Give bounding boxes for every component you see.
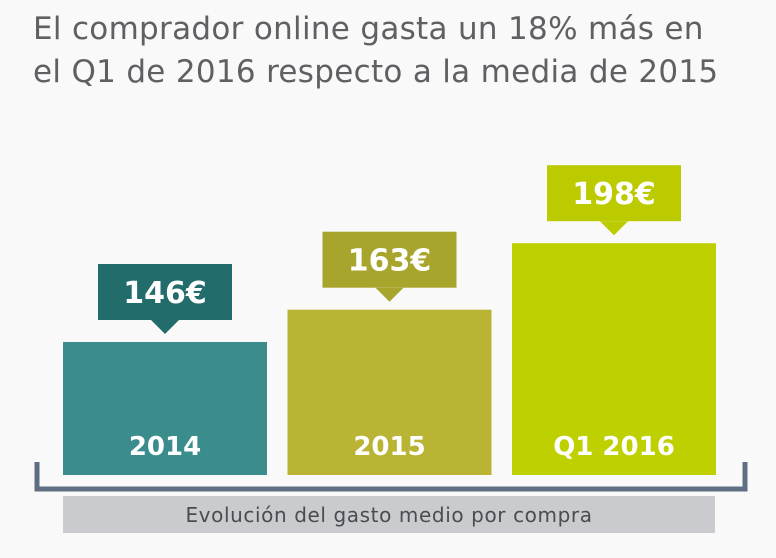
value-callout-1 — [98, 264, 232, 320]
bar-2 — [287, 309, 492, 475]
value-callout-pointer-3 — [600, 221, 628, 236]
value-callout-pointer-2 — [375, 287, 404, 302]
bar-category-label-3: Q1 2016 — [553, 432, 675, 462]
chart-title-line-1: El comprador online gasta un 18% más en — [33, 11, 704, 47]
value-label-2: 163€ — [348, 244, 432, 279]
bar-1 — [63, 342, 267, 475]
chart-title: El comprador online gasta un 18% más en … — [33, 8, 763, 94]
value-callout-pointer-1 — [151, 320, 179, 334]
value-callout-2 — [322, 231, 457, 288]
value-callout-3 — [547, 165, 681, 222]
value-label-3: 198€ — [572, 177, 656, 212]
bar-category-label-1: 2014 — [129, 432, 201, 462]
bar-category-label-2: 2015 — [353, 432, 425, 462]
axis-bracket — [34, 462, 748, 492]
chart-title-line-2: el Q1 de 2016 respecto a la media de 201… — [33, 54, 719, 90]
value-label-1: 146€ — [123, 276, 207, 311]
bar-3 — [512, 243, 716, 475]
chart-caption: Evolución del gasto medio por compra — [63, 496, 715, 533]
